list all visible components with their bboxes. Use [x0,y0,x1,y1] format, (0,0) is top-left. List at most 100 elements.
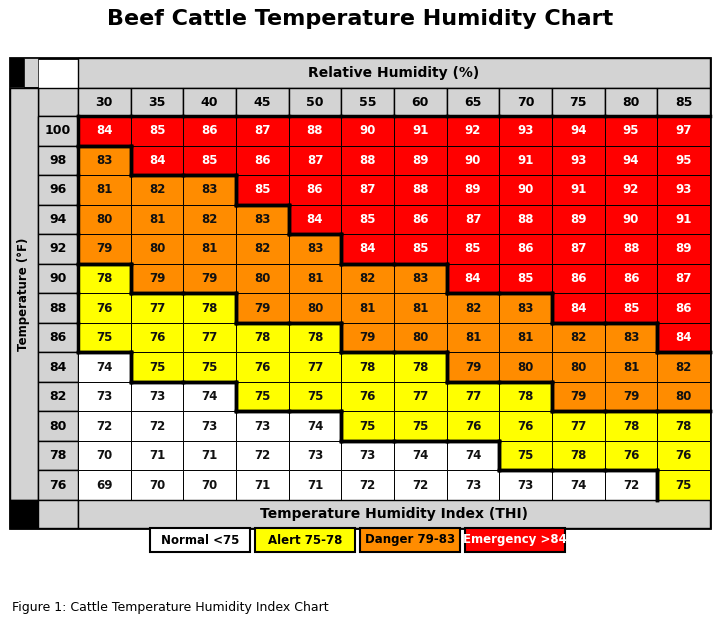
Bar [657,205,710,234]
Bar [657,382,710,411]
Text: 77: 77 [570,420,587,433]
Text: 78: 78 [254,331,271,344]
Text: 80: 80 [254,272,271,285]
Text: Alert 75-78: Alert 75-78 [268,534,342,547]
Bar [605,470,657,500]
Bar [341,146,394,175]
Bar [10,87,24,116]
Bar [446,352,500,382]
Text: 75: 75 [359,420,376,433]
Bar [341,205,394,234]
Text: 80: 80 [307,302,323,315]
Bar [394,175,446,205]
Bar [10,88,38,500]
Text: 100: 100 [45,124,71,137]
Bar [446,234,500,264]
Bar [500,293,552,323]
Bar [78,88,130,116]
Bar [605,323,657,352]
Bar [130,382,184,411]
Text: 75: 75 [202,361,218,374]
Text: 60: 60 [412,96,429,108]
Bar [657,411,710,441]
Bar [236,116,289,146]
Text: 50: 50 [306,96,324,108]
Bar [446,293,500,323]
Bar [605,146,657,175]
Bar [552,411,605,441]
Text: 88: 88 [623,243,639,256]
Text: 76: 76 [675,449,692,462]
Text: 83: 83 [412,272,428,285]
Bar [78,470,130,500]
Text: 82: 82 [49,390,67,403]
Bar [78,352,130,382]
Text: 81: 81 [307,272,323,285]
Bar [605,175,657,205]
Bar [394,264,446,293]
Text: 91: 91 [412,124,428,137]
Bar [10,58,24,87]
Bar [130,116,184,146]
Bar [446,146,500,175]
Bar [184,441,236,470]
Bar [130,205,184,234]
Text: 83: 83 [202,183,218,197]
Bar [500,441,552,470]
Text: 87: 87 [570,243,587,256]
Text: Relative Humidity (%): Relative Humidity (%) [308,66,480,80]
Text: 94: 94 [49,213,67,226]
Text: 78: 78 [675,420,692,433]
Text: Emergency >84: Emergency >84 [463,534,567,547]
Bar [38,116,78,146]
Bar [236,441,289,470]
Text: 73: 73 [202,420,217,433]
Bar [657,88,710,116]
Bar [289,234,341,264]
Bar [552,264,605,293]
Bar [552,323,605,352]
Bar [552,175,605,205]
Text: 94: 94 [623,154,639,167]
Bar [38,234,78,264]
Text: 83: 83 [96,154,112,167]
Text: 77: 77 [465,390,481,403]
Text: 81: 81 [96,183,112,197]
Bar [236,146,289,175]
Bar [38,205,78,234]
Text: 88: 88 [518,213,534,226]
Text: 79: 79 [149,272,165,285]
Bar [289,441,341,470]
Text: 85: 85 [412,243,428,256]
Bar [289,382,341,411]
Text: 91: 91 [570,183,587,197]
Bar [236,205,289,234]
Bar [394,205,446,234]
Text: 75: 75 [96,331,112,344]
Text: 77: 77 [149,302,165,315]
Bar [130,352,184,382]
Bar [552,470,605,500]
Bar [341,382,394,411]
Bar [184,470,236,500]
Bar [446,264,500,293]
Bar [184,293,236,323]
Bar [552,146,605,175]
Bar [289,88,341,116]
Bar [552,88,605,116]
Bar [236,264,289,293]
Bar [552,234,605,264]
Bar [236,352,289,382]
Bar [236,175,289,205]
Text: 78: 78 [623,420,639,433]
Bar [289,116,341,146]
Bar [236,411,289,441]
Text: 80: 80 [675,390,692,403]
Bar [605,88,657,116]
Bar [130,323,184,352]
Bar [341,293,394,323]
Text: 85: 85 [254,183,271,197]
Text: 95: 95 [675,154,692,167]
Bar [341,116,394,146]
Bar [130,441,184,470]
